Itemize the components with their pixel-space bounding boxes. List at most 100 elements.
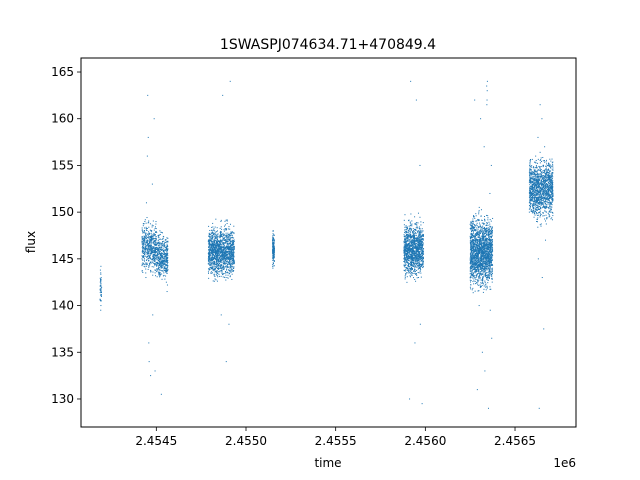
data-point [420,260,422,262]
data-point [470,250,472,252]
data-point [225,279,227,281]
data-point [480,215,482,217]
data-point [217,267,219,269]
data-point [481,255,483,257]
data-point [412,254,414,256]
data-point [231,232,233,234]
data-point [416,246,418,248]
data-point [405,264,407,266]
data-point [214,251,216,253]
data-point [153,261,155,263]
data-point [209,243,211,245]
data-point [158,249,160,251]
data-point [476,281,478,283]
data-point [231,273,233,275]
data-point [485,260,487,262]
data-point [215,245,217,247]
data-point [413,251,415,253]
data-point [223,266,225,268]
data-point [484,226,486,228]
data-point [152,274,154,276]
data-point [208,255,210,257]
data-point [160,266,162,268]
data-point [154,235,156,237]
data-point [273,245,275,247]
data-point [165,265,167,267]
data-point [414,243,416,245]
data-point [213,268,215,270]
data-point [412,268,414,270]
data-point [475,220,477,222]
data-point [213,252,215,254]
data-point [216,249,218,251]
data-point [415,256,417,258]
data-point [480,272,482,274]
data-point [223,233,225,235]
data-point [146,239,148,241]
data-point [221,258,223,260]
data-point [165,239,167,241]
data-point [215,246,217,248]
data-point [273,253,275,255]
data-point [421,230,423,232]
data-point [152,242,154,244]
data-point [410,243,412,245]
data-point [405,236,407,238]
data-point [158,235,160,237]
data-point [208,241,210,243]
data-point [414,251,416,253]
data-point [480,240,482,242]
data-point [404,241,406,243]
data-point [152,249,154,251]
data-point [215,261,217,263]
data-point [145,228,147,230]
data-point [472,292,474,294]
data-point [151,259,153,261]
data-point [214,262,216,264]
data-point [413,237,415,239]
data-point [162,238,164,240]
data-point [480,282,482,284]
data-point [418,253,420,255]
data-point [219,265,221,267]
data-point [214,268,216,269]
data-point [161,259,163,261]
data-point [220,250,222,252]
data-point [217,254,219,256]
data-point [159,247,161,249]
data-point [166,258,168,260]
data-point [214,236,216,238]
data-point [421,246,423,248]
data-point [166,268,168,270]
data-point [411,242,413,244]
data-point [412,254,414,256]
data-point [221,261,223,263]
data-point [233,257,235,259]
data-point [272,264,274,266]
data-point [212,272,214,274]
data-point [229,253,231,255]
data-point [420,252,422,254]
data-point [212,258,213,260]
data-point [146,229,148,231]
data-point [220,260,222,262]
data-point [145,247,147,249]
data-point [421,236,423,238]
data-point [421,243,423,245]
data-point [214,257,216,259]
data-point [228,248,230,250]
data-point [473,264,475,266]
data-point [147,233,149,235]
data-point [216,255,218,257]
data-point [229,276,231,278]
data-point [407,257,409,259]
data-point [146,251,148,253]
data-point [479,222,481,224]
data-point [484,267,486,269]
data-point [408,264,410,266]
data-point [230,249,232,251]
data-point [150,236,152,238]
data-point [227,263,229,265]
data-point [405,243,407,245]
data-point [214,269,216,271]
